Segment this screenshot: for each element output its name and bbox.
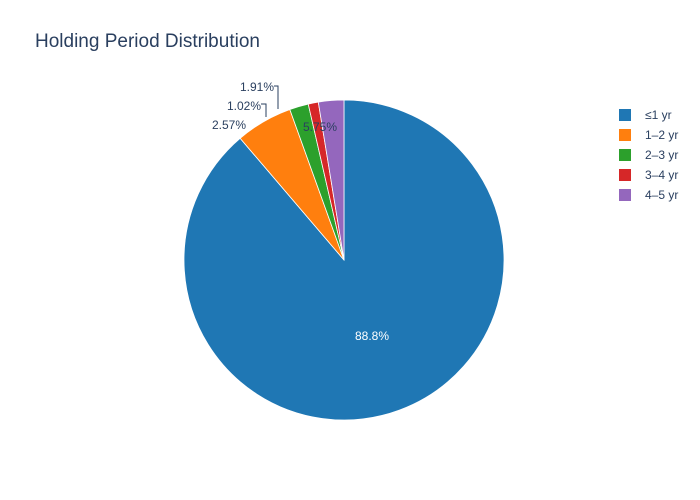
legend: ≤1 yr 1–2 yr 2–3 yr 3–4 yr 4–5 yr [619, 105, 678, 205]
legend-item[interactable]: 3–4 yr [619, 165, 678, 185]
slice-percent-label: 1.91% [240, 80, 274, 94]
legend-label: 1–2 yr [645, 128, 679, 142]
label-leader-line [274, 85, 279, 109]
legend-swatch [619, 109, 631, 121]
slice-percent-label: 5.75% [303, 120, 337, 134]
legend-label: 4–5 yr [645, 188, 679, 202]
legend-swatch [619, 169, 631, 181]
legend-label: 3–4 yr [645, 168, 679, 182]
legend-item[interactable]: 4–5 yr [619, 185, 678, 205]
legend-item[interactable]: 2–3 yr [619, 145, 678, 165]
slice-percent-label: 1.02% [227, 99, 261, 113]
legend-swatch [619, 189, 631, 201]
legend-swatch [619, 149, 631, 161]
legend-item[interactable]: 1–2 yr [619, 125, 678, 145]
legend-label: ≤1 yr [645, 108, 672, 122]
slice-percent-label: 88.8% [355, 329, 389, 343]
legend-swatch [619, 129, 631, 141]
legend-label: 2–3 yr [645, 148, 679, 162]
pie-slice[interactable] [317, 99, 345, 261]
slice-percent-label: 2.57% [212, 118, 246, 132]
chart-title: Holding Period Distribution [35, 31, 260, 52]
label-leader-line [261, 103, 267, 117]
legend-item[interactable]: ≤1 yr [619, 105, 678, 125]
